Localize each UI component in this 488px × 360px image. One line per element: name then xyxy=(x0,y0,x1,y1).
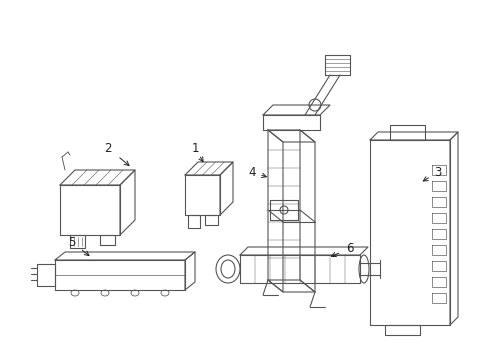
Text: 2: 2 xyxy=(104,141,112,154)
Text: 4: 4 xyxy=(248,166,255,179)
Text: 6: 6 xyxy=(346,242,353,255)
Text: 5: 5 xyxy=(68,235,76,248)
Text: 1: 1 xyxy=(191,141,198,154)
Text: 3: 3 xyxy=(433,166,441,179)
